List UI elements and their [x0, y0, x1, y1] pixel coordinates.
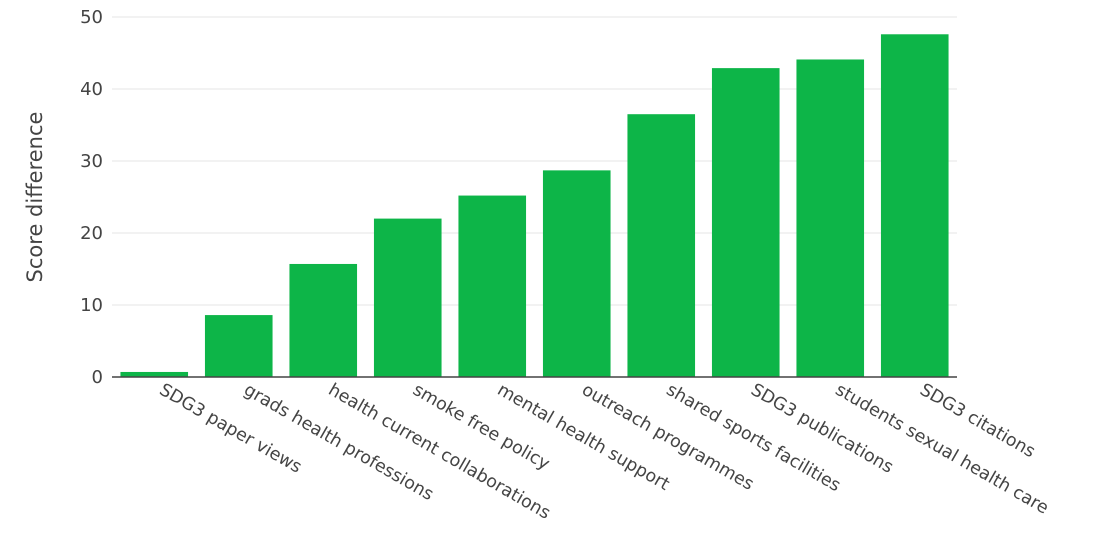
y-tick-label: 20	[80, 223, 103, 244]
y-axis-title: Score difference	[23, 112, 47, 283]
bar	[204, 315, 273, 377]
y-tick-label: 10	[80, 295, 103, 316]
x-tick-label: SDG3 paper views	[156, 380, 305, 478]
y-tick-label: 0	[92, 367, 103, 388]
bar	[542, 170, 611, 377]
bars	[120, 34, 949, 378]
bar	[373, 218, 442, 377]
bar	[458, 195, 527, 377]
y-tick-labels: 0 10 20 30 40 50	[80, 7, 103, 388]
y-tick-label: 50	[80, 7, 103, 28]
bar	[120, 371, 189, 377]
bar	[289, 263, 358, 377]
bar	[796, 59, 865, 377]
bar	[711, 68, 780, 378]
y-tick-label: 40	[80, 79, 103, 100]
bar	[880, 34, 949, 377]
y-tick-label: 30	[80, 151, 103, 172]
x-tick-label: SDG3 publications	[747, 380, 896, 478]
bar	[627, 114, 696, 377]
x-tick-label: smoke free policy	[409, 380, 553, 474]
